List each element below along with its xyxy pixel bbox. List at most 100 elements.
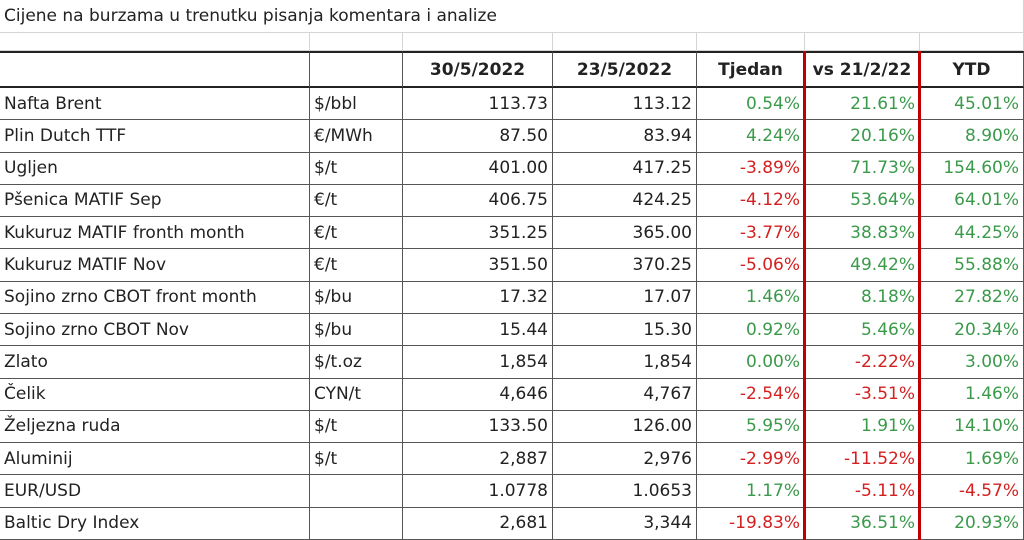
value-cell: 4,767 xyxy=(553,378,697,411)
empty-cell xyxy=(553,33,697,51)
value-cell: 64.01% xyxy=(920,184,1024,218)
column-header: 30/5/2022 xyxy=(403,51,553,88)
unit-cell: €/t xyxy=(310,217,403,250)
value-cell: -4.12% xyxy=(697,184,805,218)
value-cell: 20.16% xyxy=(805,120,920,153)
value-cell: 17.32 xyxy=(403,281,553,314)
unit-cell: $/t xyxy=(310,410,403,444)
value-cell: -5.06% xyxy=(697,249,805,282)
value-cell: 113.73 xyxy=(403,88,553,121)
value-cell: 417.25 xyxy=(553,152,697,185)
value-cell: 38.83% xyxy=(805,217,920,250)
value-cell: 15.44 xyxy=(403,314,553,347)
value-cell: 21.61% xyxy=(805,88,920,121)
row-label: Plin Dutch TTF xyxy=(0,120,310,153)
value-cell: 351.25 xyxy=(403,217,553,250)
red-separator xyxy=(803,51,806,540)
header-cell xyxy=(310,51,403,88)
value-cell: 0.00% xyxy=(697,346,805,379)
value-cell: -5.11% xyxy=(805,475,920,508)
value-cell: -2.99% xyxy=(697,443,805,476)
empty-cell xyxy=(310,33,403,51)
unit-cell: €/MWh xyxy=(310,120,403,153)
value-cell: 1.69% xyxy=(920,443,1024,476)
value-cell: 2,681 xyxy=(403,507,553,540)
value-cell: 365.00 xyxy=(553,217,697,250)
unit-cell: $/t xyxy=(310,152,403,185)
value-cell: 5.46% xyxy=(805,314,920,347)
value-cell: 8.18% xyxy=(805,281,920,314)
unit-cell: €/t xyxy=(310,249,403,282)
value-cell: -3.77% xyxy=(697,217,805,250)
column-header: vs 21/2/22 xyxy=(805,51,920,88)
value-cell: 14.10% xyxy=(920,410,1024,444)
row-label: Aluminij xyxy=(0,443,310,476)
value-cell: 71.73% xyxy=(805,152,920,185)
empty-cell xyxy=(920,33,1024,51)
value-cell: 1,854 xyxy=(403,346,553,379)
value-cell: 0.92% xyxy=(697,314,805,347)
value-cell: 15.30 xyxy=(553,314,697,347)
value-cell: 87.50 xyxy=(403,120,553,153)
value-cell: 17.07 xyxy=(553,281,697,314)
value-cell: 370.25 xyxy=(553,249,697,282)
sheet-title: Cijene na burzama u trenutku pisanja kom… xyxy=(0,0,1024,33)
value-cell: -3.51% xyxy=(805,378,920,411)
column-header: YTD xyxy=(920,51,1024,88)
value-cell: 424.25 xyxy=(553,184,697,218)
value-cell: 45.01% xyxy=(920,88,1024,121)
row-label: EUR/USD xyxy=(0,475,310,508)
value-cell: -19.83% xyxy=(697,507,805,540)
row-label: Ugljen xyxy=(0,152,310,185)
value-cell: 1.46% xyxy=(697,281,805,314)
value-cell: 1,854 xyxy=(553,346,697,379)
row-label: Zlato xyxy=(0,346,310,379)
row-label: Kukuruz MATIF fronth month xyxy=(0,217,310,250)
row-label: Sojino zrno CBOT Nov xyxy=(0,314,310,347)
value-cell: 406.75 xyxy=(403,184,553,218)
value-cell: -4.57% xyxy=(920,475,1024,508)
unit-cell: $/bbl xyxy=(310,88,403,121)
value-cell: 20.93% xyxy=(920,507,1024,540)
value-cell: -2.54% xyxy=(697,378,805,411)
unit-cell xyxy=(310,507,403,540)
empty-cell xyxy=(0,33,310,51)
red-separator xyxy=(918,51,921,540)
value-cell: 351.50 xyxy=(403,249,553,282)
value-cell: 1.46% xyxy=(920,378,1024,411)
value-cell: 1.17% xyxy=(697,475,805,508)
value-cell: 3,344 xyxy=(553,507,697,540)
value-cell: 126.00 xyxy=(553,410,697,444)
value-cell: 44.25% xyxy=(920,217,1024,250)
value-cell: 2,976 xyxy=(553,443,697,476)
row-label: Pšenica MATIF Sep xyxy=(0,184,310,218)
value-cell: 83.94 xyxy=(553,120,697,153)
row-label: Sojino zrno CBOT front month xyxy=(0,281,310,314)
value-cell: 53.64% xyxy=(805,184,920,218)
row-label: Željezna ruda xyxy=(0,410,310,444)
unit-cell: €/t xyxy=(310,184,403,218)
value-cell: -2.22% xyxy=(805,346,920,379)
value-cell: 3.00% xyxy=(920,346,1024,379)
unit-cell: $/bu xyxy=(310,314,403,347)
empty-cell xyxy=(697,33,805,51)
value-cell: 55.88% xyxy=(920,249,1024,282)
value-cell: -3.89% xyxy=(697,152,805,185)
value-cell: 1.91% xyxy=(805,410,920,444)
unit-cell: CYN/t xyxy=(310,378,403,411)
unit-cell xyxy=(310,475,403,508)
column-header: 23/5/2022 xyxy=(553,51,697,88)
column-header: Tjedan xyxy=(697,51,805,88)
unit-cell: $/bu xyxy=(310,281,403,314)
value-cell: 2,887 xyxy=(403,443,553,476)
unit-cell: $/t.oz xyxy=(310,346,403,379)
row-label: Kukuruz MATIF Nov xyxy=(0,249,310,282)
value-cell: 401.00 xyxy=(403,152,553,185)
row-label: Baltic Dry Index xyxy=(0,507,310,540)
value-cell: 0.54% xyxy=(697,88,805,121)
value-cell: 4.24% xyxy=(697,120,805,153)
value-cell: 20.34% xyxy=(920,314,1024,347)
value-cell: 36.51% xyxy=(805,507,920,540)
value-cell: 8.90% xyxy=(920,120,1024,153)
value-cell: 133.50 xyxy=(403,410,553,444)
